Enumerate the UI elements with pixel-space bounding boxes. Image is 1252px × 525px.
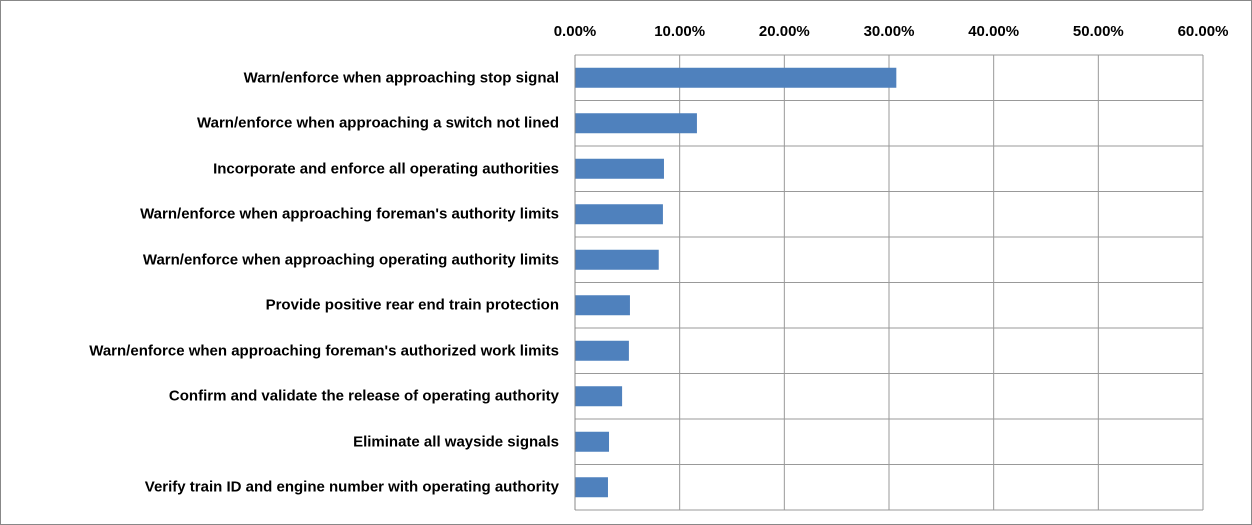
bar <box>575 158 664 179</box>
x-tick-label: 0.00% <box>554 23 597 40</box>
x-tick-label: 20.00% <box>759 23 810 40</box>
category-label: Confirm and validate the release of oper… <box>168 387 559 405</box>
bar <box>575 477 608 498</box>
x-tick-label: 50.00% <box>1073 23 1124 40</box>
category-label: Warn/enforce when approaching foreman's … <box>89 342 559 360</box>
category-label: Provide positive rear end train protecti… <box>265 296 559 314</box>
bar <box>575 386 623 407</box>
bar <box>575 113 697 134</box>
bar <box>575 67 897 88</box>
bar <box>575 340 629 361</box>
category-label: Warn/enforce when approaching operating … <box>142 251 559 269</box>
x-tick-label: 40.00% <box>968 23 1019 40</box>
x-tick-label: 10.00% <box>654 23 705 40</box>
x-tick-label: 60.00% <box>1178 23 1229 40</box>
category-label: Warn/enforce when approaching a switch n… <box>197 114 559 132</box>
bar <box>575 431 610 452</box>
bar <box>575 204 663 225</box>
category-label: Incorporate and enforce all operating au… <box>213 160 559 178</box>
category-label: Verify train ID and engine number with o… <box>144 478 559 496</box>
bar <box>575 295 630 316</box>
x-tick-label: 30.00% <box>864 23 915 40</box>
category-label: Warn/enforce when approaching stop signa… <box>243 69 559 87</box>
category-label: Eliminate all wayside signals <box>353 433 559 451</box>
category-label: Warn/enforce when approaching foreman's … <box>140 205 559 223</box>
bar <box>575 249 659 270</box>
